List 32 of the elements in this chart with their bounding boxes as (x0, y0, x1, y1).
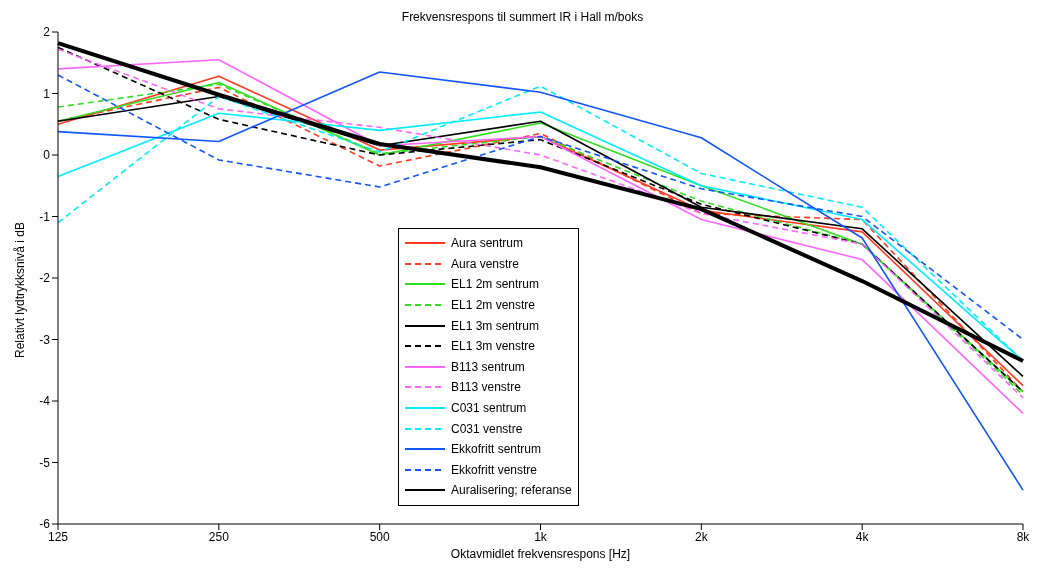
x-axis-title: Oktavmidlet frekvensrespons [Hz] (450, 547, 631, 561)
x-tick-label: 4k (855, 529, 870, 544)
x-tick-label: 500 (369, 529, 390, 544)
x-tick-label: 125 (47, 529, 69, 544)
y-tick-label: -2 (39, 271, 51, 286)
y-tick-label: 2 (43, 25, 51, 40)
x-tick-label: 1k (534, 529, 548, 544)
legend-label: Aura venstre (451, 256, 520, 271)
x-tick-label: 2k (694, 529, 709, 544)
chart-title: Frekvensrespons til summert IR i Hall m/boks (400, 10, 645, 24)
x-tick-label: 8k (1016, 529, 1031, 544)
y-tick-label: -3 (39, 332, 51, 347)
y-tick-label: -6 (39, 517, 51, 532)
legend-label: EL1 2m sentrum (451, 277, 540, 292)
legend-label: EL1 3m sentrum (451, 318, 540, 333)
legend-label: C031 sentrum (451, 401, 527, 416)
legend-label: EL1 2m venstre (451, 298, 536, 313)
legend-label: EL1 3m venstre (451, 339, 536, 354)
legend-label: Aura sentrum (451, 236, 524, 251)
legend-label: Ekkofritt sentrum (451, 442, 542, 457)
y-tick-label: 1 (43, 86, 51, 101)
legend-label: Ekkofritt venstre (451, 462, 538, 477)
y-tick-label: -1 (39, 209, 51, 224)
legend-label: Auralisering; referanse (451, 483, 572, 498)
legend-label: B113 sentrum (451, 359, 525, 374)
y-tick-label: 0 (43, 148, 51, 163)
y-tick-label: -4 (39, 394, 51, 409)
x-tick-label: 250 (208, 529, 230, 544)
legend-label: B113 venstre (451, 380, 521, 395)
y-axis-title: Relativt lydtrykksnivå i dB (13, 221, 28, 358)
y-tick-label: -5 (39, 455, 51, 470)
legend-label: C031 venstre (451, 421, 523, 436)
